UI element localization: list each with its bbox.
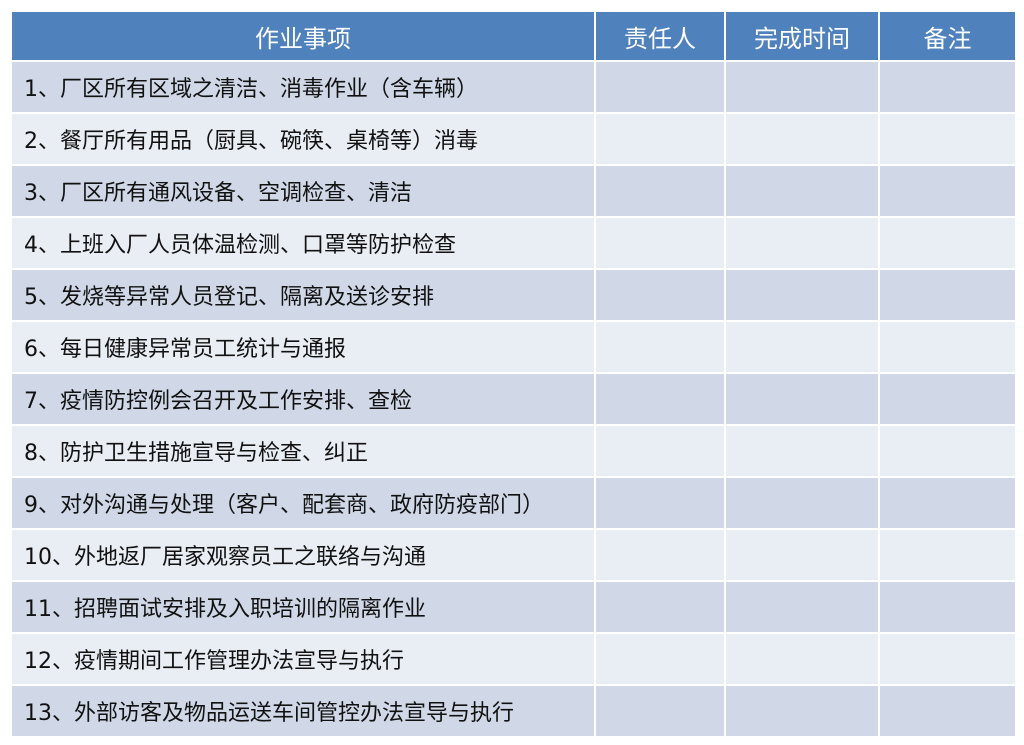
task-cell: 2、餐厅所有用品（厨具、碗筷、桌椅等）消毒 — [12, 112, 596, 164]
empty-cell — [726, 112, 880, 164]
header-cell: 责任人 — [596, 12, 726, 60]
task-cell: 11、招聘面试安排及入职培训的隔离作业 — [12, 580, 596, 632]
task-cell: 1、厂区所有区域之清洁、消毒作业（含车辆） — [12, 60, 596, 112]
empty-cell — [880, 476, 1017, 528]
empty-cell — [726, 476, 880, 528]
empty-cell — [880, 112, 1017, 164]
task-cell: 4、上班入厂人员体温检测、口罩等防护检查 — [12, 216, 596, 268]
task-cell: 5、发烧等异常人员登记、隔离及送诊安排 — [12, 268, 596, 320]
empty-cell — [596, 424, 726, 476]
task-cell: 3、厂区所有通风设备、空调检查、清洁 — [12, 164, 596, 216]
empty-cell — [596, 684, 726, 736]
empty-cell — [596, 320, 726, 372]
empty-cell — [880, 60, 1017, 112]
task-cell: 6、每日健康异常员工统计与通报 — [12, 320, 596, 372]
empty-cell — [726, 60, 880, 112]
task-cell: 7、疫情防控例会召开及工作安排、查检 — [12, 372, 596, 424]
empty-cell — [880, 164, 1017, 216]
empty-cell — [596, 216, 726, 268]
task-cell: 8、防护卫生措施宣导与检查、纠正 — [12, 424, 596, 476]
empty-cell — [596, 528, 726, 580]
empty-cell — [726, 268, 880, 320]
header-cell: 完成时间 — [726, 12, 880, 60]
empty-cell — [726, 632, 880, 684]
empty-cell — [880, 320, 1017, 372]
empty-cell — [726, 580, 880, 632]
empty-cell — [880, 580, 1017, 632]
empty-cell — [726, 320, 880, 372]
empty-cell — [726, 424, 880, 476]
empty-cell — [880, 528, 1017, 580]
task-cell: 9、对外沟通与处理（客户、配套商、政府防疫部门） — [12, 476, 596, 528]
empty-cell — [880, 372, 1017, 424]
task-cell: 12、疫情期间工作管理办法宣导与执行 — [12, 632, 596, 684]
task-cell: 13、外部访客及物品运送车间管控办法宣导与执行 — [12, 684, 596, 736]
empty-cell — [880, 216, 1017, 268]
empty-cell — [726, 528, 880, 580]
empty-cell — [596, 372, 726, 424]
empty-cell — [596, 580, 726, 632]
empty-cell — [880, 268, 1017, 320]
empty-cell — [880, 684, 1017, 736]
header-cell: 作业事项 — [12, 12, 596, 60]
empty-cell — [596, 632, 726, 684]
empty-cell — [596, 112, 726, 164]
empty-cell — [726, 684, 880, 736]
empty-cell — [880, 632, 1017, 684]
empty-cell — [596, 268, 726, 320]
header-cell: 备注 — [880, 12, 1017, 60]
task-cell: 10、外地返厂居家观察员工之联络与沟通 — [12, 528, 596, 580]
empty-cell — [596, 476, 726, 528]
empty-cell — [596, 60, 726, 112]
empty-cell — [596, 164, 726, 216]
empty-cell — [880, 424, 1017, 476]
empty-cell — [726, 164, 880, 216]
empty-cell — [726, 216, 880, 268]
empty-cell — [726, 372, 880, 424]
